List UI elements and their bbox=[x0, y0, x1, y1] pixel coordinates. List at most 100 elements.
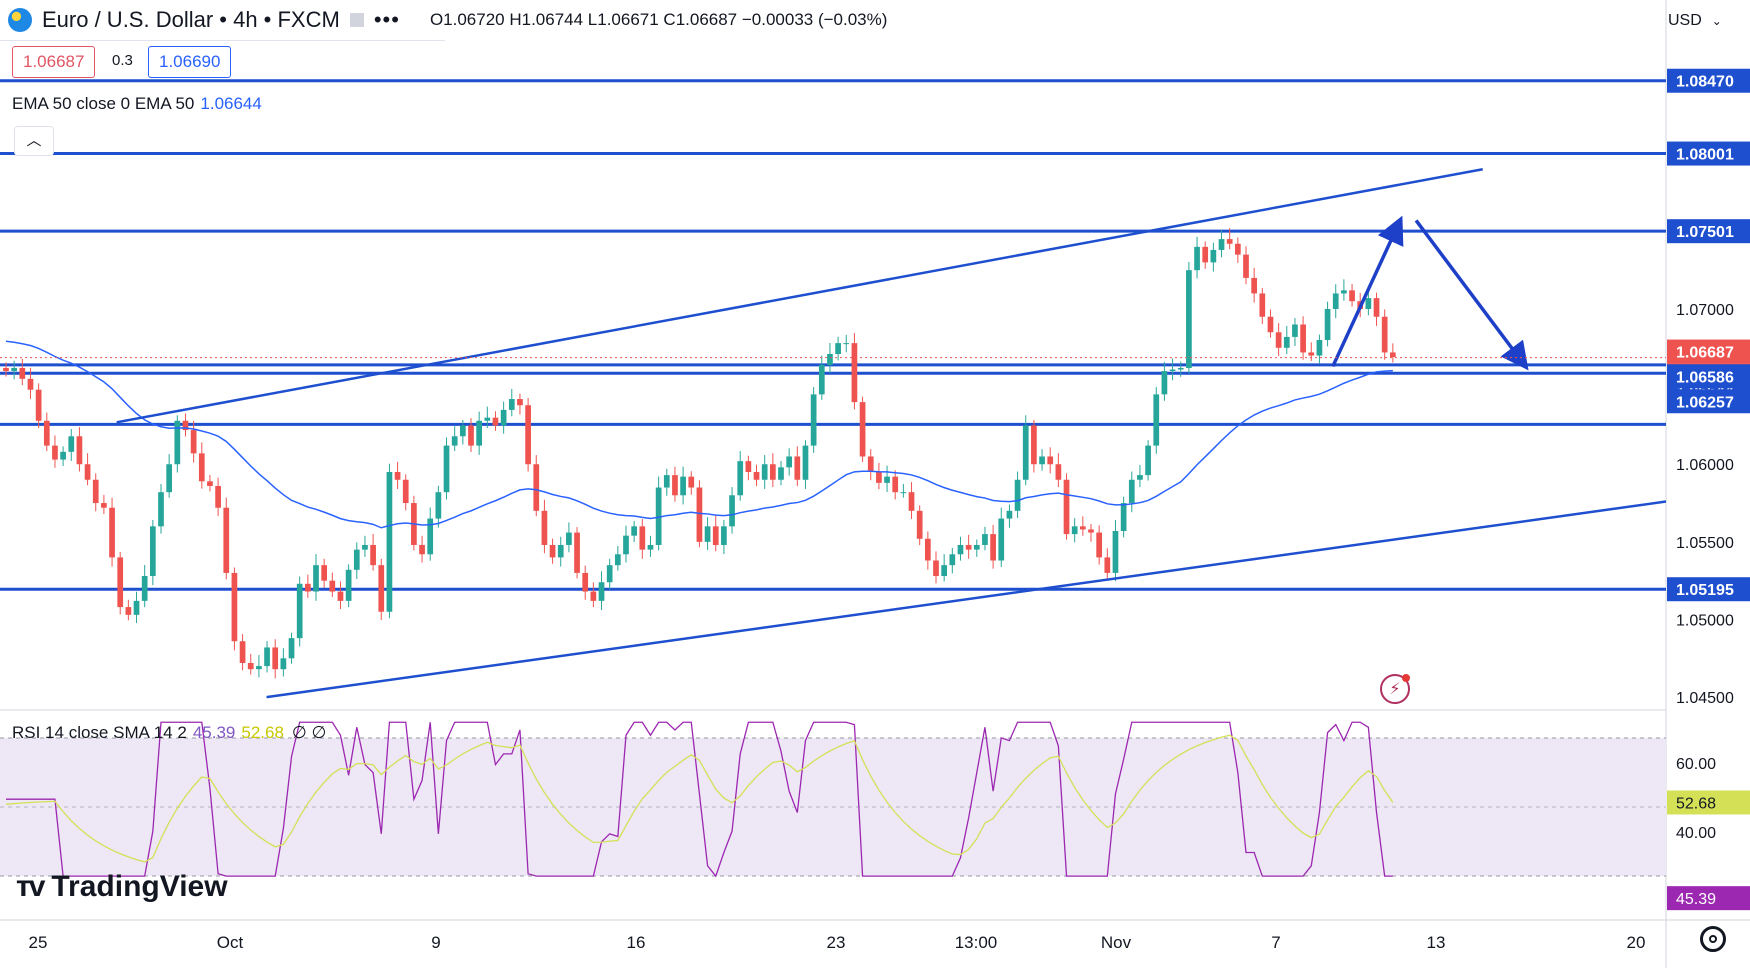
price-label-text: 1.08470 bbox=[1676, 74, 1734, 91]
candle-body bbox=[1202, 246, 1209, 263]
price-label-bg bbox=[1667, 364, 1750, 389]
candle-body bbox=[1088, 529, 1094, 533]
candle-body bbox=[1300, 324, 1306, 353]
candle-body bbox=[566, 532, 572, 545]
candle-body bbox=[386, 472, 393, 612]
candle-body bbox=[247, 662, 254, 670]
candle-body bbox=[370, 544, 376, 566]
candle-body bbox=[574, 532, 580, 573]
ema50-line bbox=[5, 340, 1393, 529]
candle-body bbox=[1365, 298, 1372, 309]
candle-body bbox=[1031, 425, 1037, 465]
candle-body bbox=[761, 464, 768, 480]
candle-body bbox=[52, 445, 58, 460]
candle-body bbox=[851, 343, 858, 403]
projection-arrow bbox=[1331, 215, 1404, 368]
candle-body bbox=[916, 510, 923, 539]
candle-body bbox=[198, 453, 205, 482]
candle-body bbox=[655, 487, 662, 545]
candle-body bbox=[280, 658, 287, 670]
price-label-bg bbox=[1667, 339, 1750, 364]
candle-body bbox=[402, 479, 409, 504]
candle-body bbox=[508, 399, 515, 410]
candle-body bbox=[1186, 270, 1192, 368]
candle-body bbox=[345, 569, 352, 601]
lightning-alert-icon[interactable]: ⚡ bbox=[1380, 674, 1410, 704]
candle-body bbox=[231, 572, 238, 642]
time-tick-label: 7 bbox=[1271, 933, 1280, 952]
candle-body bbox=[549, 544, 556, 558]
rsi-legend[interactable]: RSI 14 close SMA 14 2 45.39 52.68 ∅ ∅ bbox=[12, 723, 326, 743]
sell-price-button[interactable]: 1.06687 bbox=[12, 46, 96, 78]
candle-body bbox=[321, 565, 328, 581]
candle-body bbox=[745, 461, 752, 472]
time-tick-label: 13:00 bbox=[955, 933, 998, 952]
rsi-extra-values: ∅ ∅ bbox=[291, 723, 327, 742]
candle-body bbox=[753, 472, 760, 480]
rsi-label-text: 52.68 bbox=[1676, 795, 1716, 812]
price-tick-label: 1.07000 bbox=[1676, 302, 1734, 319]
candle-body bbox=[884, 476, 890, 483]
candle-body bbox=[353, 549, 360, 570]
candle-body bbox=[443, 445, 450, 493]
candle-body bbox=[582, 572, 589, 592]
candle-body bbox=[182, 420, 189, 431]
time-tick-label: 13 bbox=[1427, 933, 1446, 952]
candle-body bbox=[672, 475, 678, 496]
candle-body bbox=[133, 600, 140, 615]
channel-upper-line bbox=[116, 168, 1483, 424]
candle-body bbox=[1194, 246, 1200, 271]
rsi-tick-label: 60.00 bbox=[1676, 756, 1716, 773]
candle-body bbox=[1381, 316, 1388, 353]
candle-body bbox=[468, 425, 474, 446]
candle-body bbox=[1161, 371, 1168, 395]
candle-body bbox=[149, 526, 156, 577]
time-tick-label: 9 bbox=[431, 933, 440, 952]
more-options-icon[interactable]: ••• bbox=[373, 7, 400, 32]
buy-price-button[interactable]: 1.06690 bbox=[148, 46, 232, 78]
candle-body bbox=[19, 367, 26, 379]
candle-body bbox=[1341, 290, 1347, 294]
candle-body bbox=[998, 518, 1005, 561]
candle-body bbox=[712, 526, 719, 545]
candle-body bbox=[1373, 298, 1380, 317]
candle-body bbox=[631, 526, 638, 536]
settings-gear-icon[interactable] bbox=[1700, 926, 1726, 952]
tradingview-logo[interactable]: ᴛᴠ TradingView bbox=[16, 870, 228, 904]
candle-body bbox=[419, 544, 425, 555]
candle-body bbox=[427, 518, 434, 555]
logo-text: TradingView bbox=[51, 870, 228, 903]
candle-body bbox=[288, 638, 295, 659]
ema-legend[interactable]: EMA 50 close 0 EMA 50 1.06644 bbox=[12, 94, 262, 114]
candle-body bbox=[1324, 308, 1331, 341]
candle-body bbox=[1128, 479, 1135, 504]
candle-body bbox=[264, 647, 270, 667]
candle-body bbox=[304, 583, 311, 592]
candle-body bbox=[1104, 557, 1111, 573]
candle-body bbox=[60, 451, 66, 460]
candle-body bbox=[3, 367, 9, 372]
candle-body bbox=[174, 420, 181, 465]
candle-body bbox=[1071, 526, 1078, 535]
candle-body bbox=[949, 554, 956, 566]
time-tick-label: Nov bbox=[1101, 933, 1132, 952]
candle-body bbox=[1014, 479, 1021, 511]
symbol-title[interactable]: Euro / U.S. Dollar • 4h • FXCM bbox=[42, 7, 340, 32]
projection-arrow bbox=[1414, 219, 1529, 371]
candle-body bbox=[908, 492, 915, 511]
candle-body bbox=[1349, 290, 1355, 302]
candle-body bbox=[973, 544, 980, 550]
candle-body bbox=[794, 456, 801, 480]
candle-body bbox=[900, 492, 907, 494]
collapse-legend-button[interactable]: ︿ bbox=[14, 126, 54, 156]
candle-body bbox=[1137, 475, 1143, 480]
time-tick-label: 20 bbox=[1627, 933, 1646, 952]
symbol-header[interactable]: Euro / U.S. Dollar • 4h • FXCM ••• O1.06… bbox=[0, 0, 888, 40]
candle-body bbox=[35, 389, 42, 421]
currency-selector[interactable]: USD ⌄ bbox=[1668, 4, 1746, 38]
rsi-tick-label: 40.00 bbox=[1676, 825, 1716, 842]
candle-body bbox=[166, 464, 173, 493]
candle-body bbox=[1210, 249, 1217, 263]
candle-body bbox=[141, 576, 148, 601]
